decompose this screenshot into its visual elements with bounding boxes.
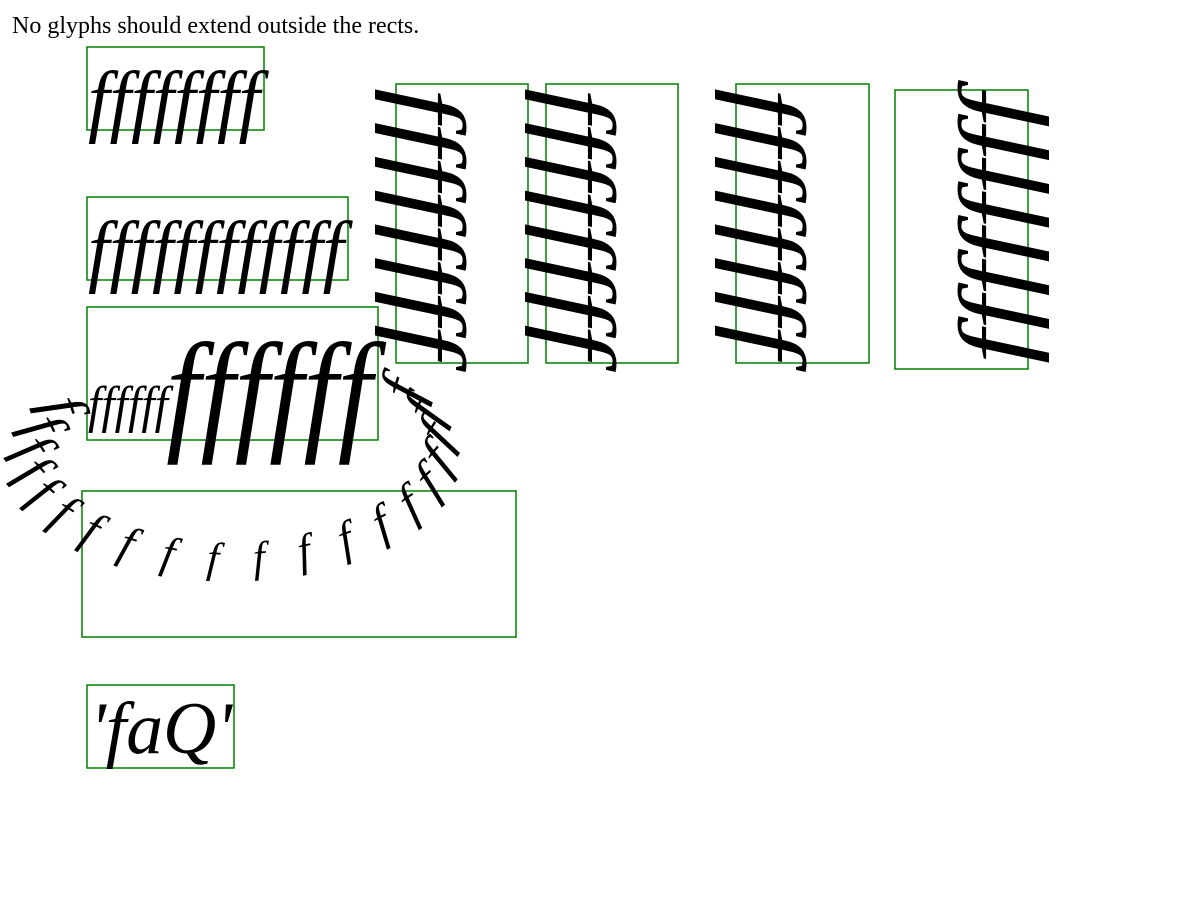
glyphs-row3-small: ffffff bbox=[88, 377, 174, 434]
rect-vertical-1 bbox=[395, 83, 529, 364]
rect-arc bbox=[81, 490, 517, 638]
glyphs-row2: ffffffffffff bbox=[88, 207, 353, 295]
glyphs-vertical-3: ffffffff bbox=[714, 88, 825, 373]
glyphs-row3-large: ffffff bbox=[166, 317, 387, 466]
arc-glyph: f bbox=[157, 527, 185, 580]
glyphs-vertical-1: ffffffff bbox=[374, 88, 485, 373]
rect-row2 bbox=[86, 196, 349, 281]
glyphs-row1: ffffffff bbox=[88, 57, 269, 145]
arc-glyph: f bbox=[205, 535, 225, 583]
rect-vertical-2 bbox=[545, 83, 679, 364]
arc-glyph: f bbox=[293, 524, 321, 577]
glyphs-vertical-4: ffffffff bbox=[939, 79, 1050, 364]
arc-glyph: f bbox=[251, 534, 271, 582]
arc-glyph: f bbox=[113, 517, 148, 572]
glyphs-vertical-2: ffffffff bbox=[524, 88, 635, 373]
rect-vertical-4 bbox=[894, 89, 1029, 370]
rect-faq bbox=[86, 684, 235, 769]
arc-glyph: f bbox=[331, 511, 366, 566]
arc-glyph: f bbox=[73, 501, 115, 559]
rect-vertical-3 bbox=[735, 83, 870, 364]
header-text: No glyphs should extend outside the rect… bbox=[12, 13, 419, 39]
rect-row3 bbox=[86, 306, 379, 441]
rect-row1 bbox=[86, 46, 265, 131]
glyphs-faq: 'faQ' bbox=[90, 688, 233, 770]
